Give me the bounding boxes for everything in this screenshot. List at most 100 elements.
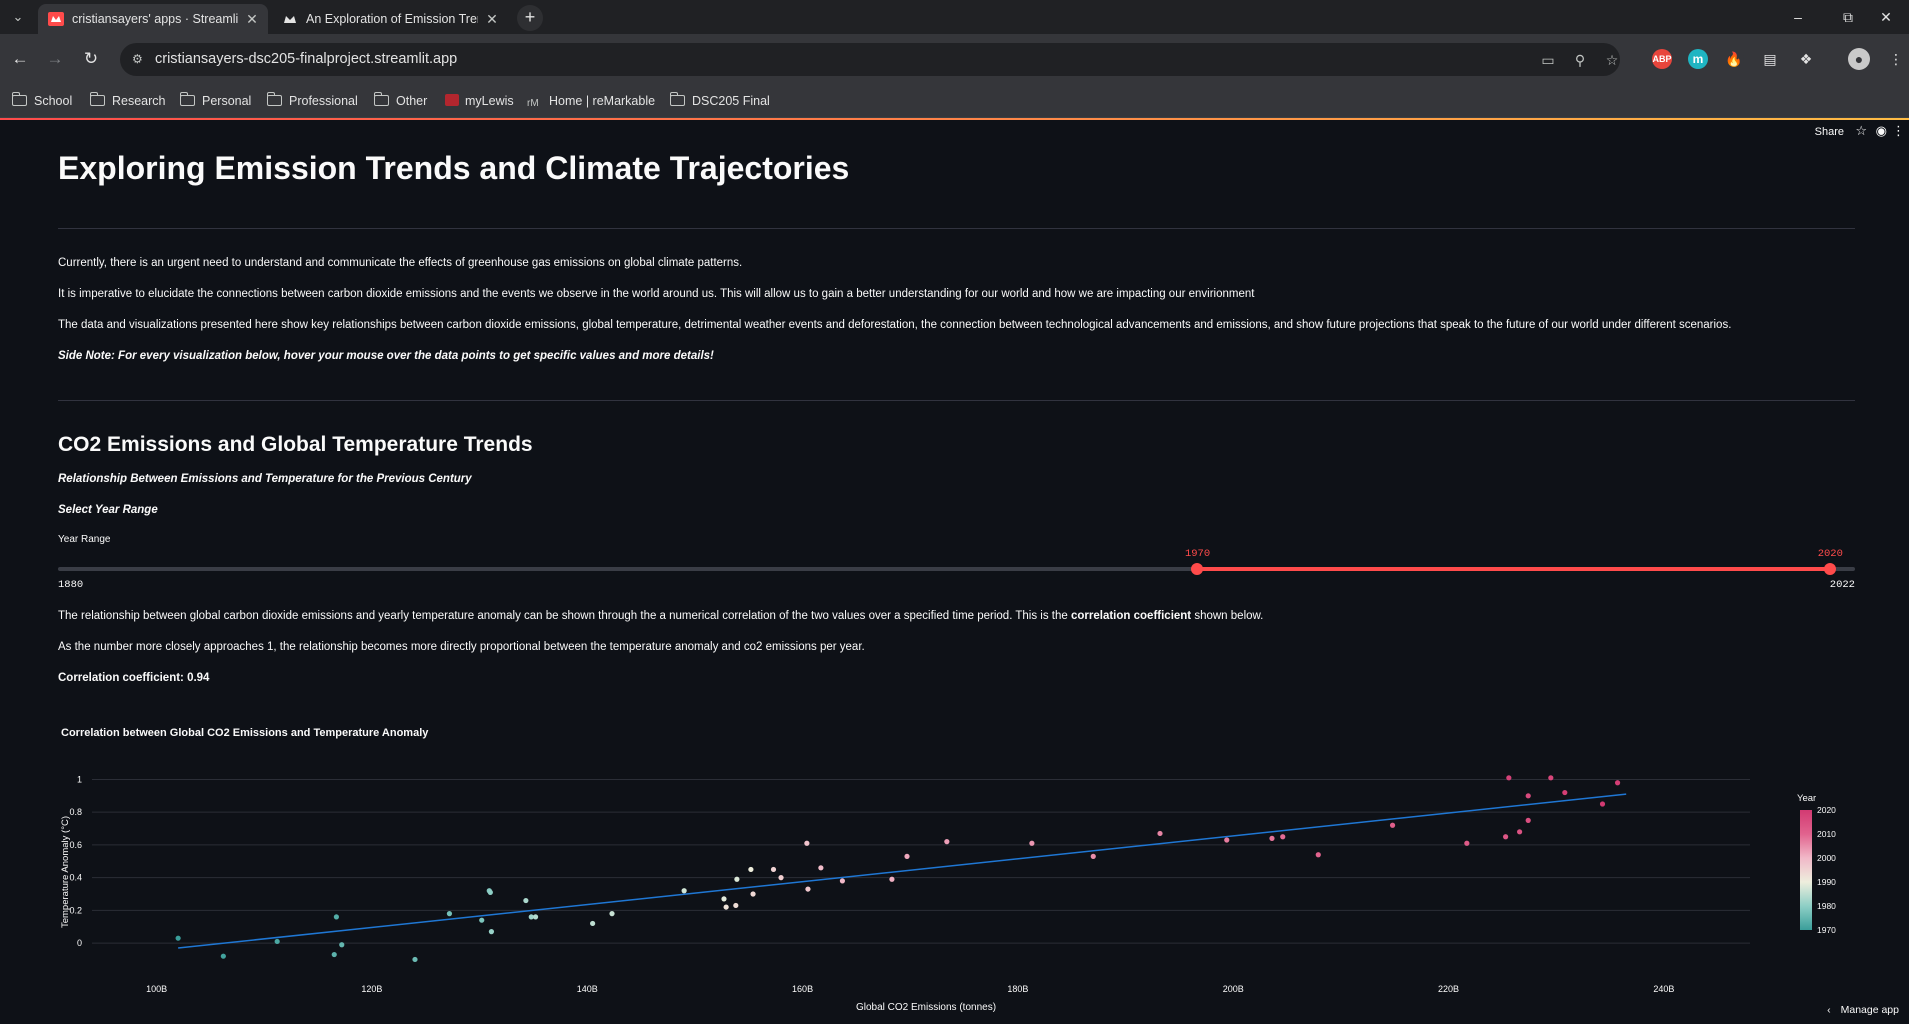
bookmark-personal[interactable]: Personal bbox=[180, 85, 251, 117]
close-tab-icon[interactable]: ✕ bbox=[484, 4, 500, 34]
forward-icon[interactable]: → bbox=[42, 46, 68, 72]
data-point[interactable] bbox=[804, 841, 809, 846]
close-tab-icon[interactable]: ✕ bbox=[244, 4, 260, 34]
data-point[interactable] bbox=[221, 954, 226, 959]
x-tick-label: 140B bbox=[577, 984, 598, 994]
x-tick-label: 160B bbox=[792, 984, 813, 994]
data-point[interactable] bbox=[1280, 834, 1285, 839]
data-point[interactable] bbox=[1316, 852, 1321, 857]
bookmark-research[interactable]: Research bbox=[90, 85, 166, 117]
data-point[interactable] bbox=[1390, 823, 1395, 828]
folder-icon bbox=[12, 95, 27, 106]
data-point[interactable] bbox=[533, 914, 538, 919]
data-point[interactable] bbox=[523, 898, 528, 903]
data-point[interactable] bbox=[1091, 854, 1096, 859]
data-point[interactable] bbox=[339, 942, 344, 947]
data-point[interactable] bbox=[489, 929, 494, 934]
data-point[interactable] bbox=[889, 877, 894, 882]
tab-search-chevron-icon[interactable]: ⌄ bbox=[6, 6, 30, 28]
data-point[interactable] bbox=[805, 886, 810, 891]
data-point[interactable] bbox=[1526, 818, 1531, 823]
data-point[interactable] bbox=[818, 865, 823, 870]
data-point[interactable] bbox=[1517, 829, 1522, 834]
colorbar-tick-label: 1980 bbox=[1817, 901, 1836, 911]
data-point[interactable] bbox=[176, 936, 181, 941]
x-tick-label: 200B bbox=[1223, 984, 1244, 994]
extensions-puzzle-icon[interactable]: ❖ bbox=[1795, 48, 1817, 70]
data-point[interactable] bbox=[721, 896, 726, 901]
data-point[interactable] bbox=[334, 914, 339, 919]
site-info-icon[interactable]: ⚙ bbox=[132, 52, 146, 66]
data-point[interactable] bbox=[1548, 775, 1553, 780]
data-point[interactable] bbox=[748, 867, 753, 872]
data-point[interactable] bbox=[724, 904, 729, 909]
bookmark-dsc205-final[interactable]: DSC205 Final bbox=[670, 85, 770, 117]
x-tick-label: 100B bbox=[146, 984, 167, 994]
manage-app-button[interactable]: ‹ Manage app bbox=[1827, 1004, 1899, 1016]
adblock-plus-icon[interactable]: ABP bbox=[1652, 49, 1672, 69]
data-point[interactable] bbox=[447, 911, 452, 916]
data-point[interactable] bbox=[1029, 841, 1034, 846]
bookmark-mylewis[interactable]: myLewis bbox=[445, 85, 514, 117]
trendline bbox=[178, 794, 1626, 948]
manage-app-label: Manage app bbox=[1841, 1004, 1899, 1016]
data-point[interactable] bbox=[1600, 801, 1605, 806]
y-tick-label: 0.4 bbox=[69, 873, 82, 883]
data-point[interactable] bbox=[1464, 841, 1469, 846]
window-close-icon[interactable]: ✕ bbox=[1863, 0, 1909, 34]
reload-icon[interactable]: ↻ bbox=[78, 46, 104, 72]
data-point[interactable] bbox=[1503, 834, 1508, 839]
new-tab-button[interactable]: + bbox=[517, 5, 543, 31]
data-point[interactable] bbox=[488, 890, 493, 895]
streamlit-favicon bbox=[48, 12, 64, 26]
bookmark-professional[interactable]: Professional bbox=[267, 85, 358, 117]
data-point[interactable] bbox=[1269, 836, 1274, 841]
colorbar-tick-label: 1990 bbox=[1817, 877, 1836, 887]
y-tick-label: 0.6 bbox=[69, 840, 82, 850]
data-point[interactable] bbox=[1526, 793, 1531, 798]
data-point[interactable] bbox=[332, 952, 337, 957]
data-point[interactable] bbox=[479, 918, 484, 923]
bookmarks-bar: School Research Personal Professional Ot… bbox=[0, 85, 1909, 118]
tab-emission-trends[interactable]: An Exploration of Emission Tren ✕ bbox=[272, 4, 508, 34]
extension-m-icon[interactable]: m bbox=[1688, 49, 1708, 69]
address-bar[interactable]: ⚙ cristiansayers-dsc205-finalproject.str… bbox=[120, 43, 1620, 76]
install-app-icon[interactable]: ▭ bbox=[1537, 50, 1559, 70]
data-point[interactable] bbox=[904, 854, 909, 859]
data-point[interactable] bbox=[1506, 775, 1511, 780]
back-icon[interactable]: ← bbox=[7, 46, 33, 72]
data-point[interactable] bbox=[944, 839, 949, 844]
data-point[interactable] bbox=[682, 888, 687, 893]
document-extension-icon[interactable]: ▤ bbox=[1759, 48, 1781, 70]
data-point[interactable] bbox=[750, 891, 755, 896]
data-point[interactable] bbox=[840, 878, 845, 883]
data-point[interactable] bbox=[733, 903, 738, 908]
data-point[interactable] bbox=[1615, 780, 1620, 785]
tab-title: An Exploration of Emission Tren bbox=[306, 4, 478, 34]
data-point[interactable] bbox=[609, 911, 614, 916]
browser-menu-icon[interactable]: ⋮ bbox=[1885, 48, 1907, 70]
data-point[interactable] bbox=[590, 921, 595, 926]
data-point[interactable] bbox=[771, 867, 776, 872]
x-axis-label: Global CO2 Emissions (tonnes) bbox=[856, 1002, 996, 1013]
fire-extension-icon[interactable]: 🔥 bbox=[1724, 49, 1744, 69]
tab-streamlit-apps[interactable]: cristiansayers' apps · Streamlit ✕ bbox=[38, 4, 268, 34]
colorbar bbox=[1800, 810, 1812, 930]
data-point[interactable] bbox=[1157, 831, 1162, 836]
x-tick-label: 240B bbox=[1653, 984, 1674, 994]
data-point[interactable] bbox=[275, 939, 280, 944]
bookmark-school[interactable]: School bbox=[12, 85, 72, 117]
data-point[interactable] bbox=[412, 957, 417, 962]
data-point[interactable] bbox=[734, 877, 739, 882]
bookmark-remarkable[interactable]: rM Home | reMarkable bbox=[527, 85, 655, 117]
data-point[interactable] bbox=[778, 875, 783, 880]
zoom-icon[interactable]: ⚲ bbox=[1569, 50, 1591, 70]
data-point[interactable] bbox=[1224, 837, 1229, 842]
scatter-chart[interactable]: 0 0.2 0.4 0.6 0.8 1 100B 120B 140B 160B 180B 200B 22… bbox=[0, 120, 1909, 1024]
bookmark-star-icon[interactable]: ☆ bbox=[1601, 50, 1623, 70]
minimize-icon[interactable]: – bbox=[1775, 0, 1821, 34]
data-point[interactable] bbox=[1562, 790, 1567, 795]
bookmark-other[interactable]: Other bbox=[374, 85, 427, 117]
y-tick-label: 0.2 bbox=[69, 905, 82, 915]
profile-avatar[interactable]: ● bbox=[1848, 48, 1870, 70]
